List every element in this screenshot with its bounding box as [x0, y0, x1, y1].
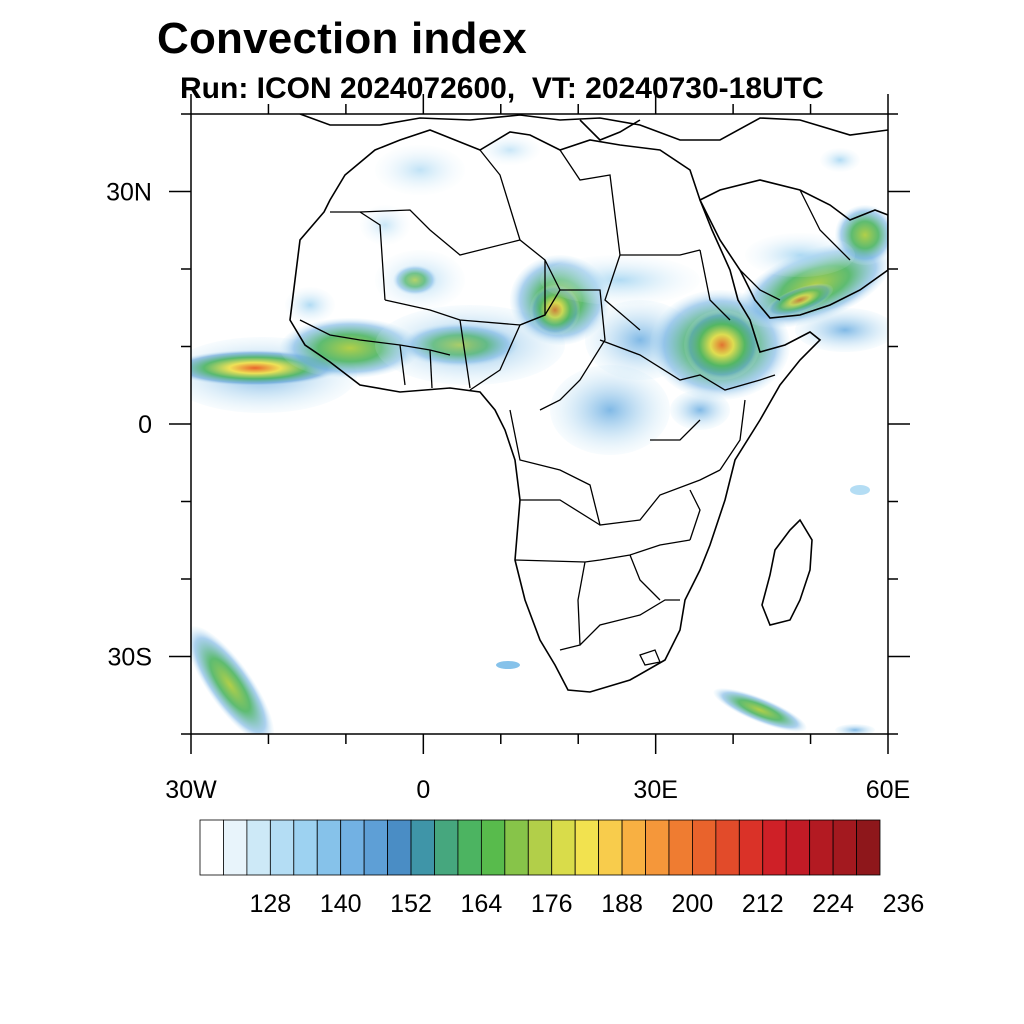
colorbar-swatch — [223, 819, 248, 876]
colorbar-swatch — [269, 819, 295, 876]
chart-title: Convection index — [157, 14, 527, 63]
colorbar-swatch — [527, 819, 553, 876]
y-tick-label: 30N — [106, 179, 152, 207]
colorbar-swatch — [762, 819, 787, 876]
colorbar-swatch — [480, 819, 506, 876]
colorbar-swatch — [574, 819, 600, 876]
colorbar-swatch — [738, 819, 764, 876]
y-tick-label: 30S — [108, 644, 152, 672]
convection-field — [191, 135, 888, 734]
x-tick-label: 30E — [633, 776, 677, 804]
colorbar-swatch — [785, 819, 811, 876]
colorbar-swatch — [410, 819, 435, 876]
y-tick-label: 0 — [138, 411, 152, 439]
colorbar-swatch — [316, 819, 342, 876]
colorbar-label: 176 — [531, 890, 573, 918]
colorbar-swatch — [809, 819, 834, 876]
colorbar-swatch — [340, 819, 365, 876]
coastlines — [289, 114, 888, 693]
x-tick-label: 60E — [866, 776, 910, 804]
colorbar-swatch — [715, 819, 740, 876]
colorbar-label: 164 — [461, 890, 503, 918]
colorbar-swatch — [504, 819, 529, 876]
colorbar-label: 236 — [883, 890, 925, 918]
colorbar-swatch — [645, 819, 670, 876]
colorbar-swatch — [363, 819, 388, 876]
colorbar-swatch — [293, 819, 318, 876]
x-tick-label: 0 — [416, 776, 430, 804]
colorbar-swatch — [457, 819, 482, 876]
colorbar-swatch — [387, 819, 412, 876]
colorbar-label: 200 — [672, 890, 714, 918]
colorbar-swatch — [246, 819, 271, 876]
plot-frame — [190, 113, 889, 735]
colorbar-label: 152 — [390, 890, 432, 918]
colorbar-swatch — [199, 819, 224, 876]
colorbar-swatch — [668, 819, 693, 876]
map-axes: 30W 0 30E 60E 30N 0 30S — [106, 94, 910, 804]
colorbar: 128 140 152 164 176 188 200 212 224 236 — [199, 819, 925, 918]
colorbar-label: 224 — [812, 890, 854, 918]
colorbar-label: 128 — [249, 890, 291, 918]
colorbar-swatch — [856, 819, 881, 876]
colorbar-label: 212 — [742, 890, 784, 918]
colorbar-swatch — [598, 819, 623, 876]
colorbar-label: 188 — [601, 890, 643, 918]
colorbar-swatch — [551, 819, 576, 876]
colorbar-label: 140 — [320, 890, 362, 918]
country-borders — [299, 149, 851, 666]
colorbar-swatch — [832, 819, 857, 876]
colorbar-swatch — [621, 819, 646, 876]
colorbar-swatch — [434, 819, 459, 876]
colorbar-swatch — [692, 819, 717, 876]
chart-subtitle: Run: ICON 2024072600, VT: 20240730-18UTC — [180, 72, 824, 105]
x-tick-label: 30W — [165, 776, 217, 804]
